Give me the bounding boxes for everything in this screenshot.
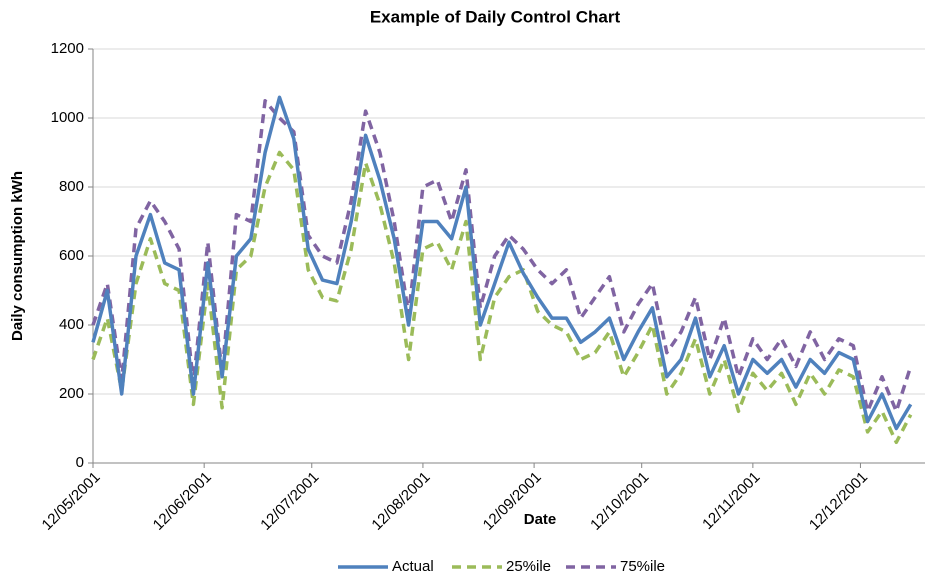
legend-label: 75%ile <box>620 558 665 575</box>
y-tick-label: 600 <box>59 247 84 264</box>
y-tick-label: 0 <box>76 454 84 471</box>
series-line <box>91 150 913 445</box>
x-tick-label: 12/12/2001 <box>806 469 871 534</box>
y-axis-label: Daily consumption kWh <box>9 171 26 341</box>
x-tick-label: 12/05/2001 <box>39 469 104 534</box>
x-tick-label: 12/10/2001 <box>587 469 652 534</box>
y-tick-label: 800 <box>59 178 84 195</box>
x-tick-label: 12/08/2001 <box>368 469 433 534</box>
series-line <box>91 95 913 431</box>
chart-title: Example of Daily Control Chart <box>370 7 621 26</box>
x-tick-label: 12/06/2001 <box>150 469 215 534</box>
y-tick-label: 1000 <box>51 109 84 126</box>
y-tick-label: 1200 <box>51 40 84 57</box>
series-line <box>91 99 913 414</box>
y-tick-label: 400 <box>59 316 84 333</box>
legend-label: Actual <box>392 558 434 575</box>
x-tick-label: 12/11/2001 <box>699 469 763 533</box>
x-axis-label: Date <box>524 511 557 528</box>
y-tick-label: 200 <box>59 385 84 402</box>
legend-label: 25%ile <box>506 558 551 575</box>
x-tick-label: 12/07/2001 <box>257 469 322 534</box>
